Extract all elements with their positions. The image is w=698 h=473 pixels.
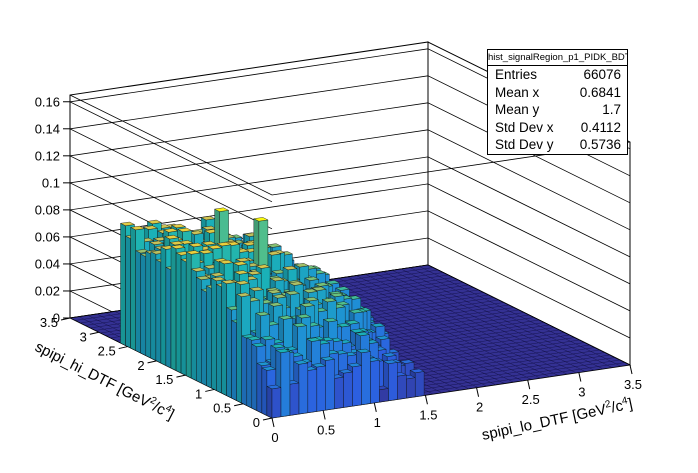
x-tick-label: 3: [578, 385, 585, 400]
stats-value: 66076: [583, 67, 621, 82]
stats-value: 1.7: [602, 102, 621, 118]
z-tick-label: 0.06: [35, 229, 60, 244]
x-axis-label: spipi_lo_DTF [GeV2/c4]: [480, 394, 634, 444]
x-tick-label: 2: [476, 400, 483, 415]
x-tick-label: 1: [374, 415, 381, 430]
z-tick-label: 0.04: [35, 256, 60, 271]
y-tick-label: 1.5: [155, 372, 173, 387]
y-tick-label: 3.5: [40, 315, 58, 330]
x-tick-label: 2.5: [522, 392, 540, 407]
stats-row: Std Dev x 0.4112: [488, 119, 627, 137]
z-tick-label: 0.1: [42, 175, 60, 190]
stats-label: Mean y: [495, 102, 540, 118]
stats-value: 0.4112: [580, 119, 621, 135]
x-tick-label: 0.5: [317, 422, 335, 437]
x-axis: 0 0.5 1 1.5 2 2.5 3 3.5: [271, 364, 642, 445]
x-tick-label: 3.5: [624, 377, 642, 392]
x-tick-label: 0: [271, 430, 278, 445]
stats-label: Entries: [495, 67, 538, 82]
z-tick-label: 0.02: [35, 283, 60, 298]
y-tick-label: 1: [195, 386, 202, 401]
frame-lines: [69, 94, 631, 318]
stats-row: Std Dev y 0.5736: [488, 136, 627, 154]
y-tick-label: 0.5: [213, 401, 231, 416]
histogram-bar: [266, 384, 282, 419]
stats-value: 0.5736: [579, 137, 621, 153]
stats-title: hist_signalRegion_p1_PIDK_BDT: [488, 50, 627, 66]
stats-label: Std Dev y: [495, 137, 554, 153]
y-tick-label: 2.5: [98, 344, 116, 359]
z-tick-label: 0.14: [35, 121, 60, 136]
y-tick-label: 3: [80, 329, 87, 344]
stats-box: hist_signalRegion_p1_PIDK_BDT Entries 660…: [487, 49, 628, 155]
y-axis: 0 0.5 1 1.5 2 2.5 3 3.5: [40, 315, 273, 430]
z-tick-label: 0.08: [35, 202, 60, 217]
stats-row: Mean y 1.7: [488, 101, 627, 119]
y-tick-label: 2: [137, 358, 144, 373]
z-tick-label: 0.12: [35, 148, 60, 163]
histogram-bar: [382, 359, 398, 402]
histogram-bars: [119, 207, 425, 419]
x-tick-label: 1.5: [419, 407, 437, 422]
z-tick-label: 0: [53, 311, 60, 326]
z-axis: 0 0.02 0.04 0.06 0.08 0.1 0.12 0.14 0.16: [35, 94, 70, 326]
stats-row: Mean x 0.6841: [488, 84, 627, 102]
stats-label: Mean x: [495, 84, 540, 100]
z-tick-label: 0.16: [35, 94, 60, 109]
y-tick-label: 0: [253, 415, 260, 430]
stats-label: Std Dev x: [495, 119, 554, 135]
stats-value: 0.6841: [579, 84, 621, 100]
stats-row: Entries 66076: [488, 66, 627, 84]
